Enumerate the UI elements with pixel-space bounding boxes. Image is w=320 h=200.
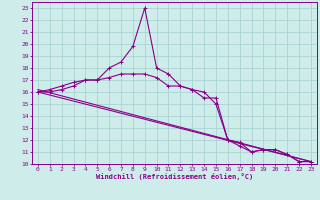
X-axis label: Windchill (Refroidissement éolien,°C): Windchill (Refroidissement éolien,°C) — [96, 173, 253, 180]
